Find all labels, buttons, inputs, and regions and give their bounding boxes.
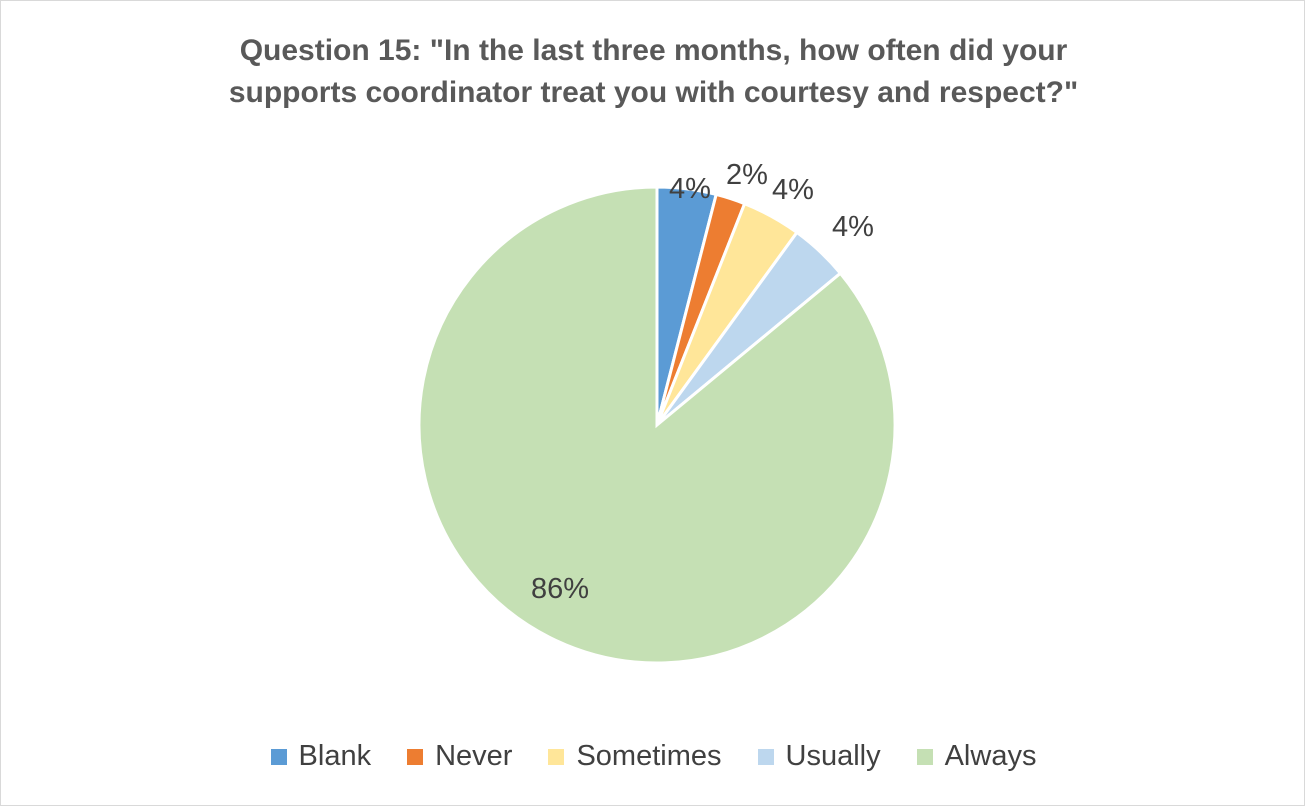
- legend-swatch-always: [916, 748, 933, 765]
- legend-item-always: Always: [916, 740, 1037, 773]
- legend-label-never: Never: [435, 740, 513, 772]
- legend-swatch-sometimes: [548, 748, 565, 765]
- chart-title: Question 15: "In the last three months, …: [0, 30, 1307, 114]
- chart-legend: Blank Never Sometimes Usually Always: [0, 740, 1307, 773]
- legend-item-usually: Usually: [757, 740, 881, 773]
- data-label-always: 86%: [531, 573, 589, 605]
- legend-item-blank: Blank: [270, 740, 372, 773]
- chart-title-line-2: supports coordinator treat you with cour…: [228, 76, 1079, 109]
- legend-swatch-blank: [270, 748, 287, 765]
- legend-item-sometimes: Sometimes: [548, 740, 722, 773]
- legend-label-always: Always: [944, 740, 1037, 772]
- legend-swatch-never: [407, 748, 424, 765]
- data-label-never: 2%: [726, 159, 768, 191]
- data-label-blank: 4%: [669, 173, 711, 205]
- legend-label-sometimes: Sometimes: [576, 740, 722, 772]
- legend-label-usually: Usually: [785, 740, 881, 772]
- legend-swatch-usually: [757, 748, 774, 765]
- data-label-usually: 4%: [832, 211, 874, 243]
- chart-title-line-1: Question 15: "In the last three months, …: [239, 34, 1068, 67]
- legend-item-never: Never: [407, 740, 512, 773]
- legend-label-blank: Blank: [298, 740, 372, 772]
- data-label-sometimes: 4%: [772, 174, 814, 206]
- pie-slice-always: [417, 185, 897, 665]
